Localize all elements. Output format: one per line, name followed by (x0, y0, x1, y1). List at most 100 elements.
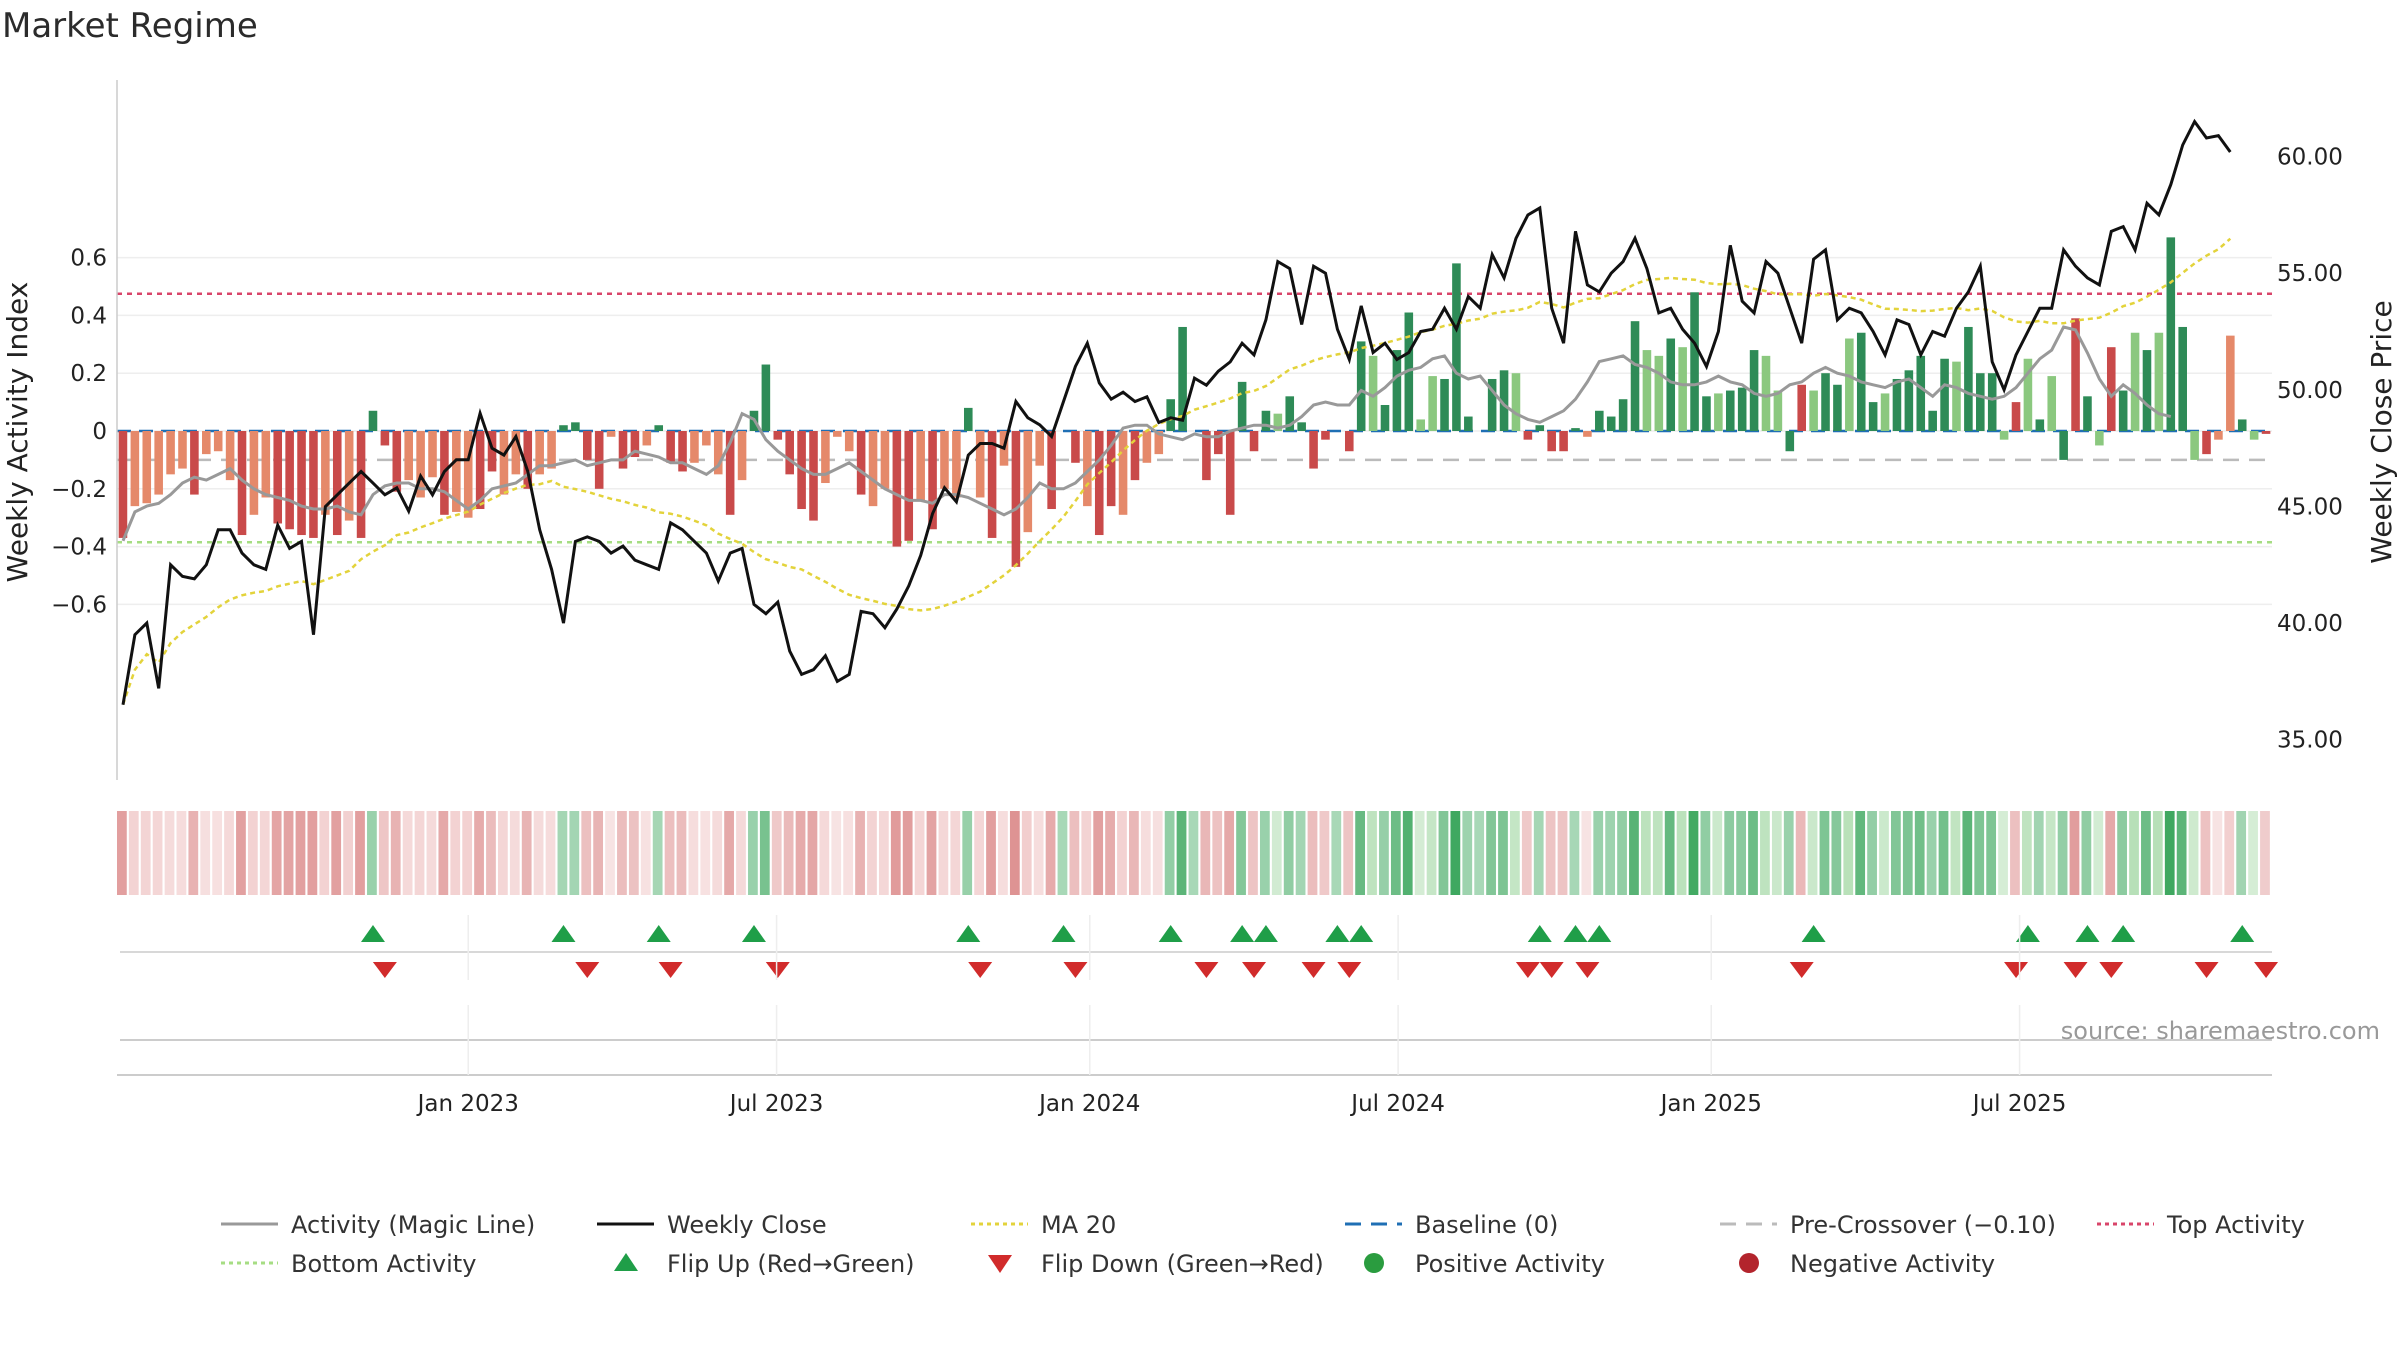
activity-bar (1356, 341, 1366, 431)
right-tick-label: 50.00 (2277, 378, 2343, 404)
series-lines (121, 118, 2232, 706)
regime-cell (1581, 811, 1592, 895)
regime-cell (1045, 811, 1056, 895)
activity-bar (2237, 419, 2247, 431)
regime-cell (1819, 811, 1830, 895)
right-tick-label: 60.00 (2277, 145, 2343, 171)
activity-bar (1499, 370, 1509, 431)
regime-cell (2057, 811, 2068, 895)
activity-bar (2023, 358, 2033, 431)
activity-bar (880, 431, 890, 489)
regime-cell (1259, 811, 1270, 895)
x-tick-label: Jan 2023 (416, 1091, 519, 1117)
regime-cell (1402, 811, 1413, 895)
activity-bar (2261, 431, 2271, 434)
regime-cell (1736, 811, 1746, 895)
activity-bar (344, 431, 354, 521)
regime-cell (414, 811, 425, 895)
x-tick-label: Jul 2023 (728, 1091, 824, 1117)
activity-bar (416, 431, 425, 498)
regime-cell (736, 811, 746, 895)
activity-bar (1666, 338, 1676, 431)
activity-bar (761, 364, 771, 431)
regime-cell (236, 811, 246, 895)
legend-swatch (988, 1255, 1012, 1273)
activity-bar (2249, 431, 2259, 440)
activity-bar (1440, 378, 1449, 431)
legend-swatch (1739, 1253, 1759, 1273)
regime-cell (1795, 811, 1806, 895)
flip-down-marker (575, 962, 600, 978)
regime-cell (1593, 811, 1604, 895)
activity-bar (785, 431, 794, 475)
flip-up-marker (360, 925, 385, 942)
activity-bar (1892, 378, 1902, 431)
regime-cell (712, 811, 723, 895)
legend: Activity (Magic Line) Weekly Close MA 20 Ba… (221, 1211, 2305, 1278)
regime-cell (998, 811, 1008, 895)
activity-bar (130, 431, 140, 507)
flip-up-marker (1051, 925, 1076, 942)
regime-cell (1783, 811, 1794, 895)
regime-cell (1069, 811, 1080, 895)
flip-down-marker (1242, 962, 1267, 978)
activity-bar (1523, 431, 1533, 440)
regime-cell (676, 811, 687, 895)
activity-bar (571, 422, 580, 431)
activity-bar (392, 431, 402, 492)
flip-down-marker (968, 962, 993, 978)
activity-bar (261, 431, 271, 498)
flip-down-marker (2004, 962, 2029, 978)
regime-cell (724, 811, 734, 895)
activity-bar (1214, 431, 1223, 455)
regime-cell (1533, 811, 1544, 895)
regime-cell (1938, 811, 1949, 895)
activity-bar (690, 431, 699, 463)
activity-bar (166, 431, 175, 475)
regime-cell (890, 811, 901, 895)
regime-cell (1355, 811, 1365, 895)
regime-cell (343, 811, 353, 895)
regime-cell (1617, 811, 1627, 895)
magic-line (121, 325, 2172, 542)
regime-cell (438, 811, 449, 895)
regime-cell (1414, 811, 1425, 895)
regime-cell (117, 811, 127, 895)
regime-cell (295, 811, 306, 895)
regime-cell (1867, 811, 1877, 895)
regime-cell (1248, 811, 1258, 895)
activity-bar (654, 425, 664, 431)
flip-down-marker (372, 962, 397, 978)
activity-bar (463, 431, 473, 518)
activity-bar (213, 431, 223, 452)
regime-cell (247, 811, 258, 895)
flip-down-marker (2254, 962, 2279, 978)
regime-cell (2224, 811, 2235, 895)
regime-cell (1129, 811, 1139, 895)
regime-cell (378, 811, 389, 895)
activity-bar (285, 431, 294, 530)
regime-cell (271, 811, 282, 895)
regime-cell (1629, 811, 1639, 895)
activity-bar (1035, 431, 1045, 466)
activity-bar (1416, 419, 1426, 431)
activity-bar (535, 431, 544, 475)
regime-cell (1081, 811, 1092, 895)
activity-bar (1285, 396, 1295, 431)
flip-up-marker (1253, 925, 1278, 942)
activity-bar (2059, 431, 2068, 460)
regime-cell (1557, 811, 1568, 895)
regime-cell (902, 811, 913, 895)
flip-up-marker (1563, 925, 1588, 942)
regime-cell (1807, 811, 1818, 895)
legend-label: Weekly Close (667, 1211, 827, 1239)
regime-cell (1926, 811, 1937, 895)
axes: 0.6 0.4 0.2 0 −0.2 −0.4 −0.6 60.00 55.00 50.00 45.… (51, 80, 2343, 780)
activity-bar (1511, 373, 1521, 431)
regime-cell (1498, 811, 1508, 895)
flip-up-marker (741, 925, 766, 942)
activity-bar (2190, 431, 2199, 460)
activity-bar (1392, 350, 1402, 431)
regime-cell (1212, 811, 1223, 895)
regime-cell (593, 811, 604, 895)
